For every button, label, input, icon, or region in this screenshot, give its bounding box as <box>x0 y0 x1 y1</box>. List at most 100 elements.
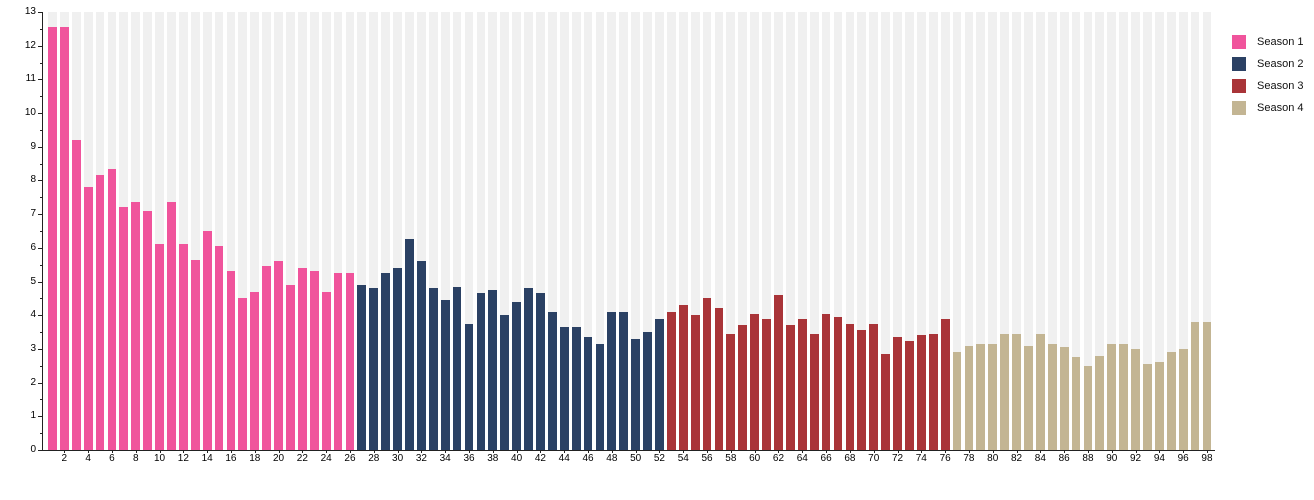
bar-episode-19[interactable] <box>262 266 272 450</box>
bar-episode-6[interactable] <box>107 168 117 450</box>
bar-episode-13[interactable] <box>190 259 200 450</box>
bar-episode-31[interactable] <box>405 239 414 450</box>
bar-episode-40[interactable] <box>512 301 521 450</box>
bar-episode-17[interactable] <box>238 298 248 450</box>
bar-episode-81[interactable] <box>1000 333 1010 450</box>
bar-episode-2[interactable] <box>59 27 69 450</box>
bar-episode-8[interactable] <box>131 202 141 450</box>
bar-episode-84[interactable] <box>1035 333 1045 450</box>
bar-episode-27[interactable] <box>357 284 367 450</box>
bar-episode-4[interactable] <box>83 187 93 450</box>
bar-episode-12[interactable] <box>178 244 188 450</box>
bar-episode-57[interactable] <box>714 308 724 450</box>
bar-episode-74[interactable] <box>916 335 926 450</box>
bar-episode-92[interactable] <box>1131 348 1140 450</box>
bar-episode-97[interactable] <box>1190 321 1200 450</box>
bar-episode-35[interactable] <box>452 286 462 450</box>
bar-episode-86[interactable] <box>1059 347 1069 450</box>
bar-episode-32[interactable] <box>416 261 426 450</box>
bar-episode-33[interactable] <box>428 288 438 450</box>
bar-episode-98[interactable] <box>1202 321 1212 450</box>
bar-episode-11[interactable] <box>167 202 176 450</box>
bar-episode-60[interactable] <box>750 313 760 450</box>
bar-episode-78[interactable] <box>964 345 974 450</box>
bar-episode-68[interactable] <box>845 323 855 450</box>
bar-episode-76[interactable] <box>940 318 950 450</box>
bar-episode-71[interactable] <box>881 353 890 450</box>
bar-episode-87[interactable] <box>1071 357 1081 450</box>
bar-episode-61[interactable] <box>762 318 771 450</box>
bar-episode-26[interactable] <box>345 273 355 450</box>
bar-episode-89[interactable] <box>1095 355 1105 450</box>
bar-episode-62[interactable] <box>774 295 783 450</box>
bar-episode-28[interactable] <box>369 288 379 450</box>
bar-episode-53[interactable] <box>666 311 676 450</box>
bar-episode-90[interactable] <box>1107 343 1117 450</box>
bar-episode-44[interactable] <box>559 327 569 450</box>
bar-episode-36[interactable] <box>464 323 474 450</box>
bar-episode-37[interactable] <box>476 293 486 450</box>
bar-episode-47[interactable] <box>595 343 605 450</box>
bar-episode-1[interactable] <box>48 27 57 450</box>
bar-episode-25[interactable] <box>333 273 343 450</box>
bar-episode-73[interactable] <box>905 340 914 450</box>
bar-episode-65[interactable] <box>809 333 819 450</box>
bar-episode-43[interactable] <box>547 311 557 450</box>
bar-episode-9[interactable] <box>143 210 153 450</box>
bar-episode-82[interactable] <box>1012 333 1021 450</box>
bar-episode-42[interactable] <box>536 293 545 450</box>
bar-episode-18[interactable] <box>250 291 260 450</box>
bar-episode-96[interactable] <box>1178 348 1188 450</box>
bar-episode-79[interactable] <box>976 343 986 450</box>
bar-episode-38[interactable] <box>488 289 498 450</box>
bar-episode-49[interactable] <box>619 311 629 450</box>
bar-episode-16[interactable] <box>226 271 236 450</box>
bar-episode-55[interactable] <box>690 315 700 450</box>
legend-item-season-4[interactable]: Season 4 <box>1232 97 1303 119</box>
bar-episode-80[interactable] <box>988 343 998 450</box>
bar-episode-30[interactable] <box>393 268 402 450</box>
bar-episode-64[interactable] <box>797 318 807 450</box>
bar-episode-45[interactable] <box>571 327 581 450</box>
legend-item-season-3[interactable]: Season 3 <box>1232 75 1303 97</box>
bar-episode-20[interactable] <box>274 261 283 450</box>
bar-episode-56[interactable] <box>702 298 712 450</box>
bar-episode-95[interactable] <box>1166 352 1176 450</box>
legend-item-season-1[interactable]: Season 1 <box>1232 31 1303 53</box>
bar-episode-48[interactable] <box>607 311 617 450</box>
bar-episode-10[interactable] <box>155 244 164 450</box>
bar-episode-59[interactable] <box>738 325 748 450</box>
bar-episode-88[interactable] <box>1083 365 1093 450</box>
legend-item-season-2[interactable]: Season 2 <box>1232 53 1303 75</box>
bar-episode-21[interactable] <box>286 284 295 450</box>
bar-episode-66[interactable] <box>821 313 831 450</box>
bar-episode-63[interactable] <box>785 325 795 450</box>
bar-episode-72[interactable] <box>893 337 902 450</box>
bar-episode-91[interactable] <box>1119 343 1129 450</box>
bar-episode-29[interactable] <box>381 273 391 450</box>
bar-episode-5[interactable] <box>95 175 105 450</box>
bar-episode-22[interactable] <box>297 268 307 450</box>
bar-episode-54[interactable] <box>678 305 688 450</box>
bar-episode-23[interactable] <box>309 271 319 450</box>
bar-episode-50[interactable] <box>631 338 641 450</box>
bar-episode-69[interactable] <box>857 330 867 450</box>
bar-episode-58[interactable] <box>726 333 736 450</box>
bar-episode-14[interactable] <box>202 231 212 450</box>
bar-episode-94[interactable] <box>1154 362 1164 450</box>
bar-episode-67[interactable] <box>833 316 843 450</box>
bar-episode-85[interactable] <box>1047 343 1057 450</box>
bar-episode-83[interactable] <box>1024 345 1033 450</box>
bar-episode-46[interactable] <box>583 337 593 450</box>
bar-episode-39[interactable] <box>500 315 510 450</box>
bar-episode-24[interactable] <box>321 291 331 450</box>
bar-episode-7[interactable] <box>119 207 129 450</box>
bar-episode-15[interactable] <box>214 246 224 450</box>
bar-episode-77[interactable] <box>952 352 962 450</box>
bar-episode-41[interactable] <box>524 288 533 450</box>
bar-episode-51[interactable] <box>643 332 652 450</box>
bar-episode-93[interactable] <box>1143 364 1152 450</box>
bar-episode-52[interactable] <box>655 318 664 450</box>
bar-episode-75[interactable] <box>928 333 938 450</box>
bar-episode-34[interactable] <box>440 300 450 450</box>
